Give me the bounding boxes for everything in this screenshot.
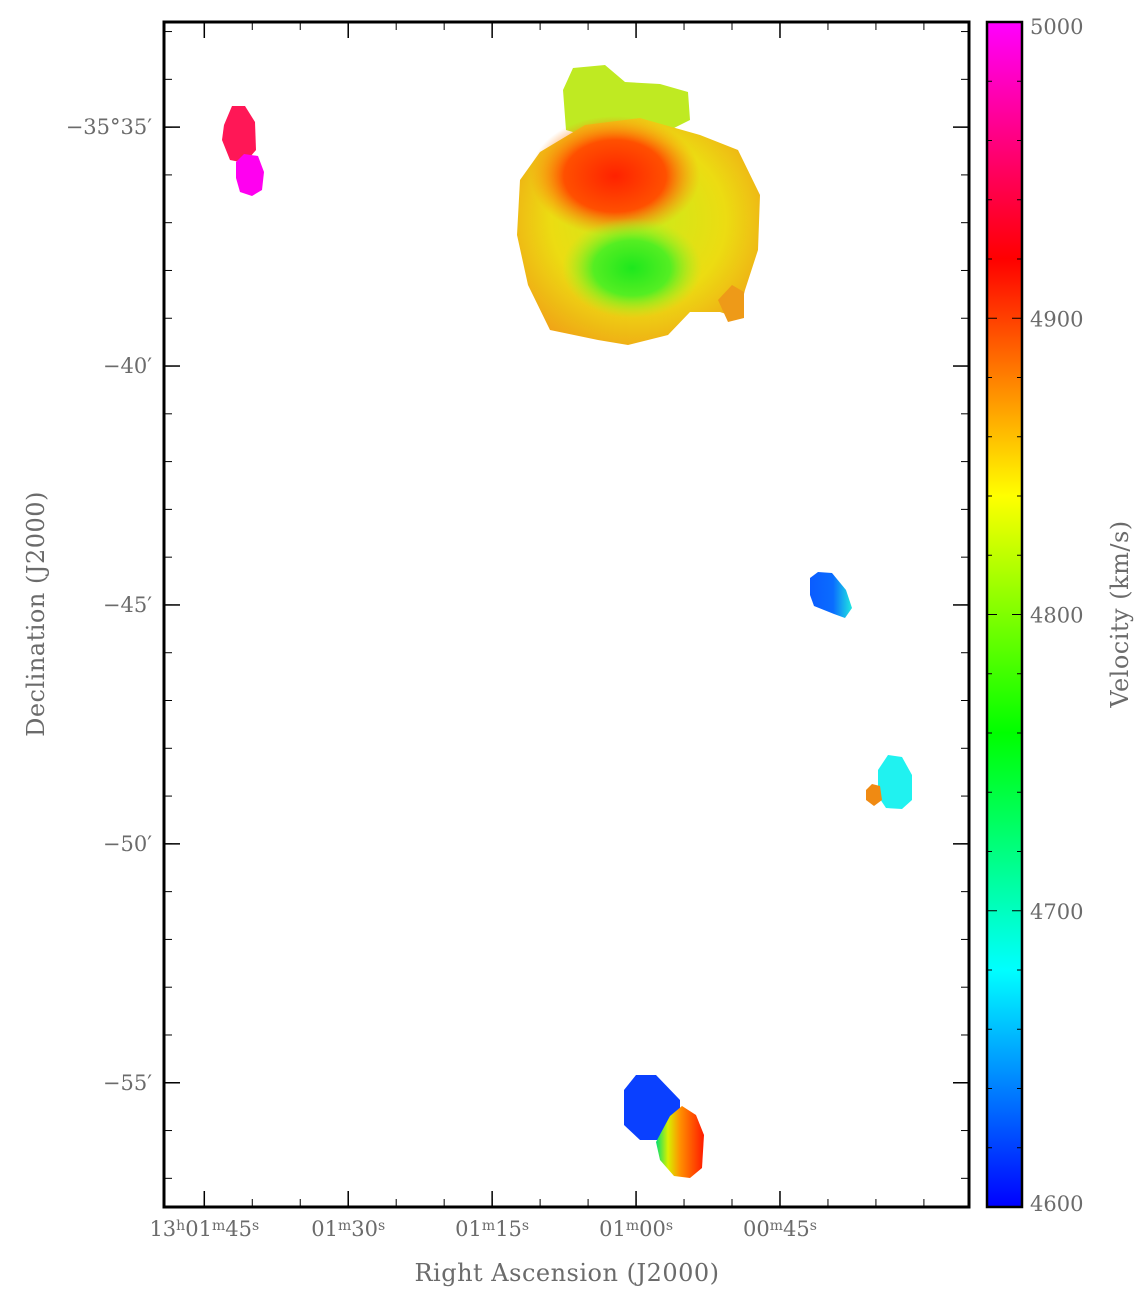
northeast-source-magenta [236, 154, 264, 196]
source-near-49-arcmin [866, 755, 912, 809]
y-tick-label: −35°35′ [66, 115, 153, 139]
southern-source-red [656, 1106, 704, 1178]
source-45-body [810, 572, 852, 618]
x-tick-label: 01m30s [311, 1217, 385, 1241]
source-49-cyan-body [878, 755, 912, 809]
y-tick-label: −40′ [103, 354, 152, 378]
y-axis-major-ticks [164, 126, 969, 1084]
main-galaxy-southeast-knot [718, 285, 744, 322]
y-axis-title: Declination (J2000) [22, 491, 50, 737]
x-tick-label: 01m00s [599, 1217, 673, 1241]
x-tick-label: 01m15s [455, 1217, 529, 1241]
colorbar-ticks [987, 80, 1022, 1149]
x-axis-major-ticks [203, 22, 781, 1207]
x-tick-label: 00m45s [743, 1217, 817, 1241]
y-tick-label: −45′ [103, 593, 152, 617]
northeast-source-red [222, 106, 256, 163]
source-49-orange-knot [866, 784, 882, 806]
x-axis-title: Right Ascension (J2000) [414, 1259, 719, 1287]
y-tick-label: −55′ [103, 1071, 152, 1095]
plot-frame [162, 20, 971, 1209]
y-tick-label: −50′ [103, 832, 152, 856]
colorbar-tick-label: 4600 [1030, 1192, 1083, 1216]
colorbar-tick-labels: 5000 4900 4800 4700 4600 [1030, 15, 1083, 1216]
colorbar-tick-label: 5000 [1030, 15, 1083, 39]
colorbar-tick-label: 4800 [1030, 604, 1083, 628]
main-galaxy-blueshifted-lobe [562, 218, 702, 318]
main-galaxy-velocity-field [517, 65, 760, 345]
source-near-45-arcmin [810, 572, 852, 618]
southern-source-pair [624, 1075, 704, 1178]
plot-area [162, 20, 971, 1209]
colorbar-tick-label: 4700 [1030, 900, 1083, 924]
colorbar-tick-label: 4900 [1030, 307, 1083, 331]
colorbar: 5000 4900 4800 4700 4600 Velocity (km/s) [985, 15, 1134, 1216]
x-tick-label: 13h01m45s [149, 1217, 259, 1241]
y-axis-tick-labels: −35°35′ −40′ −45′ −50′ −55′ [66, 115, 153, 1095]
main-galaxy-redshifted-lobe [530, 116, 700, 236]
x-axis-tick-labels: 13h01m45s 01m30s 01m15s 01m00s 00m45s [149, 1217, 817, 1241]
northeast-source-pair [222, 106, 264, 196]
colorbar-title: Velocity (km/s) [1106, 520, 1134, 708]
